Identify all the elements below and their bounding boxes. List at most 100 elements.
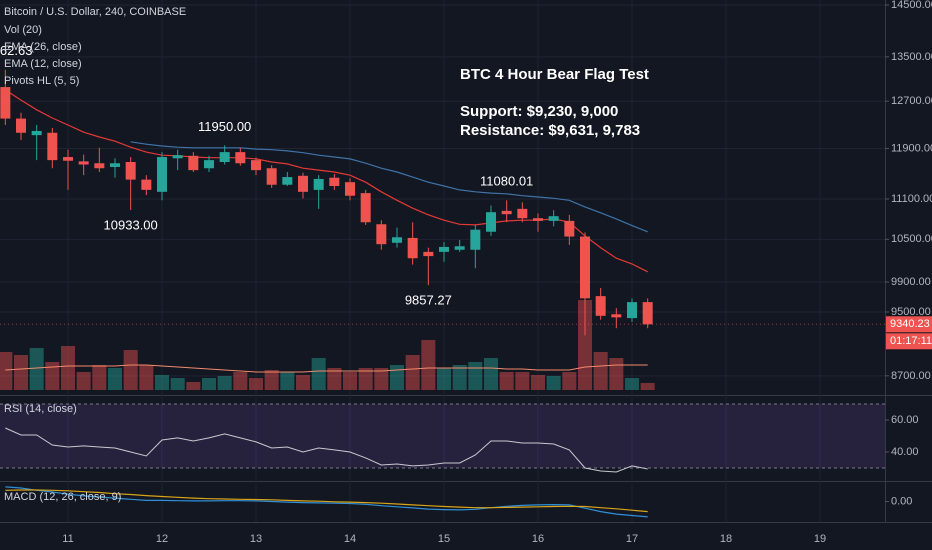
volume-bar	[327, 368, 342, 390]
legend-entry: Pivots HL (5, 5)	[4, 75, 79, 87]
pivot-label: 9857.27	[405, 293, 452, 308]
volume-bar	[468, 362, 483, 390]
volume-bar	[123, 350, 138, 390]
candle-body	[564, 220, 575, 237]
volume-bar	[499, 372, 514, 390]
countdown-tag	[886, 333, 932, 350]
candle-body	[313, 178, 324, 190]
volume-bar	[530, 375, 545, 390]
volume-bar	[374, 368, 389, 390]
candle-body	[235, 152, 246, 164]
candle-body	[642, 302, 653, 325]
candle-body	[172, 155, 183, 159]
y-tick-label: 8700.00	[891, 370, 931, 382]
candle-body	[94, 163, 105, 169]
volume-bar	[233, 372, 248, 390]
pivot-label: 10933.00	[104, 217, 158, 232]
x-tick-label: 19	[814, 533, 826, 545]
y-tick-label: 11900.00	[891, 142, 932, 154]
legend-entry: EMA (12, close)	[4, 58, 82, 70]
macd-line	[5, 486, 648, 518]
volume-bar	[154, 375, 169, 390]
y-tick-label: 9500.00	[891, 306, 931, 318]
volume-bar	[186, 382, 201, 390]
x-tick-label: 12	[156, 533, 168, 545]
last-price-label: 9340.23	[890, 318, 930, 330]
candle-body	[188, 155, 199, 171]
x-tick-label: 16	[532, 533, 544, 545]
candle-body	[282, 177, 293, 185]
volume-bar	[405, 355, 420, 390]
volume-bar	[562, 372, 577, 390]
candle-body	[62, 157, 73, 161]
volume-bar	[311, 358, 326, 390]
pivot-label: 13262.63	[0, 43, 32, 58]
y-tick-label: 12700.00	[891, 95, 932, 107]
x-tick-label: 13	[250, 533, 262, 545]
volume-bar	[264, 370, 279, 390]
volume-bar	[358, 368, 373, 390]
last-price-tag	[886, 316, 932, 333]
volume-bar	[170, 378, 185, 390]
chart-title: Bitcoin / U.S. Dollar, 240, COINBASE	[4, 6, 186, 18]
volume-ma	[5, 364, 648, 373]
candle-body	[579, 236, 590, 299]
pivot-label: 11950.00	[198, 119, 251, 134]
candle-body	[109, 163, 120, 167]
pivot-label: 11080.01	[480, 174, 533, 189]
volume-bar	[248, 378, 263, 390]
ema-line	[130, 141, 648, 233]
macd-tick-label: 0.00	[891, 495, 912, 507]
volume-bar	[139, 365, 154, 390]
volume-bar	[342, 372, 357, 390]
volume-bar	[452, 365, 467, 390]
volume-bar	[45, 362, 60, 390]
candle-body	[611, 314, 622, 318]
volume-bar	[640, 383, 655, 390]
volume-bar	[593, 352, 608, 390]
rsi-tick-label: 60.00	[891, 414, 919, 426]
rsi-label: RSI (14, close)	[4, 403, 77, 415]
x-tick-label: 17	[626, 533, 638, 545]
annotation: Resistance: $9,631, 9,783	[460, 122, 640, 139]
volume-bar	[515, 372, 530, 390]
x-tick-label: 18	[720, 533, 732, 545]
candle-body	[501, 210, 512, 215]
candle-body	[548, 216, 559, 221]
volume-bar	[624, 378, 639, 390]
candle-body	[391, 237, 402, 243]
candle-body	[125, 161, 136, 180]
candle-body	[532, 218, 543, 221]
volume-bar	[546, 376, 561, 390]
candle-body	[376, 224, 387, 245]
x-tick-label: 11	[62, 533, 73, 545]
candle-body	[266, 168, 277, 185]
volume-bar	[280, 372, 295, 390]
annotation: Support: $9,230, 9,000	[460, 103, 618, 120]
volume-bar	[389, 365, 404, 390]
volume-bar	[421, 340, 436, 390]
y-tick-label: 11100.00	[891, 193, 932, 205]
y-tick-label: 14500.00	[891, 0, 932, 11]
candle-body	[344, 182, 355, 196]
countdown-label: 01:17:11	[890, 335, 932, 347]
candle-body	[423, 251, 434, 257]
volume-bar	[29, 348, 44, 390]
candle-body	[219, 152, 230, 162]
x-tick-label: 14	[344, 533, 356, 545]
volume-bar	[76, 372, 91, 390]
volume-bar	[483, 358, 498, 390]
volume-bar	[295, 375, 310, 390]
volume-bar	[201, 378, 216, 390]
volume-bar	[107, 368, 122, 390]
volume-bar	[92, 365, 107, 390]
y-tick-label: 10500.00	[891, 233, 932, 245]
rsi-line	[5, 427, 648, 473]
volume-bar	[0, 352, 13, 390]
candle-body	[626, 302, 637, 319]
macd-line	[5, 489, 648, 513]
volume-bar	[217, 376, 232, 390]
y-tick-label: 9900.00	[891, 276, 931, 288]
candle-body	[297, 175, 308, 192]
candle-body	[203, 160, 214, 169]
